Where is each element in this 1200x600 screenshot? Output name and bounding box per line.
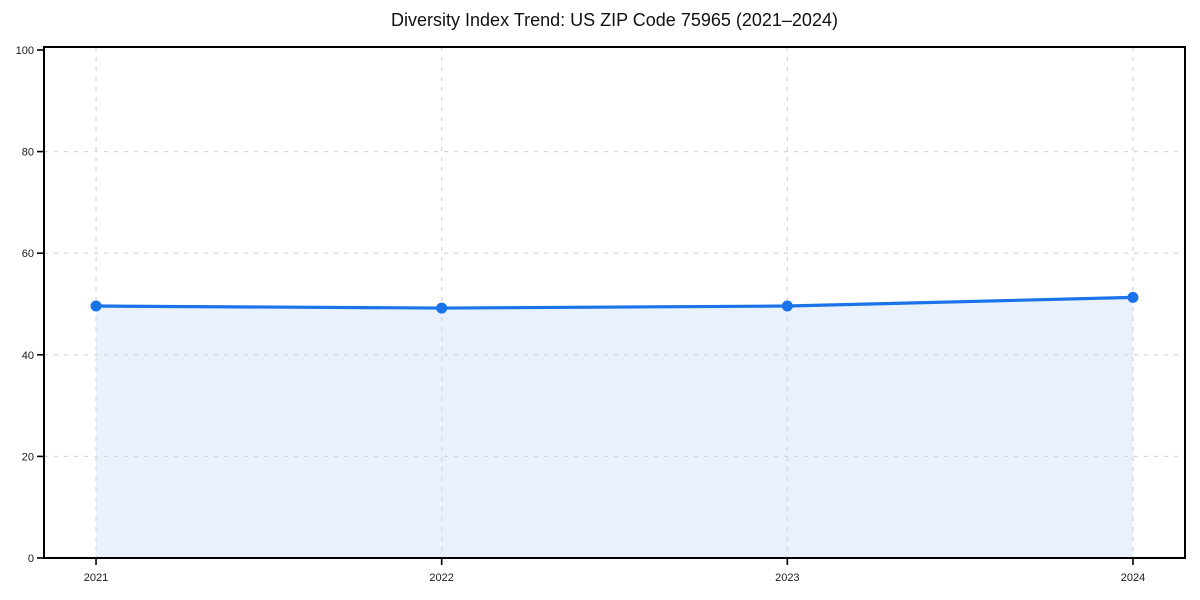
- y-tick-label-60: 60: [22, 248, 34, 260]
- y-tick-label-0: 0: [28, 553, 34, 565]
- data-point-2021: [90, 300, 102, 312]
- x-axis: 2021 2022 2023 2024: [84, 558, 1145, 584]
- trend-line: [94, 295, 1135, 310]
- area-fill: [96, 297, 1133, 558]
- data-point-2024: [1127, 291, 1139, 303]
- plot-border: [43, 46, 1186, 559]
- chart-title: Diversity Index Trend: US ZIP Code 75965…: [391, 10, 838, 30]
- grid-lines: [44, 47, 1185, 558]
- x-tick-label-2024: 2024: [1121, 572, 1145, 584]
- y-tick-label-20: 20: [22, 451, 34, 463]
- x-tick-label-2021: 2021: [84, 572, 108, 584]
- y-tick-label-80: 80: [22, 147, 34, 159]
- x-tick-label-2022: 2022: [429, 572, 453, 584]
- data-point-2023: [781, 300, 793, 312]
- data-point-2022: [436, 302, 448, 314]
- y-tick-label-40: 40: [22, 350, 34, 362]
- y-tick-label-100: 100: [16, 45, 34, 57]
- y-axis: 0 20 40 60 80 100: [16, 45, 44, 565]
- x-tick-label-2023: 2023: [775, 572, 799, 584]
